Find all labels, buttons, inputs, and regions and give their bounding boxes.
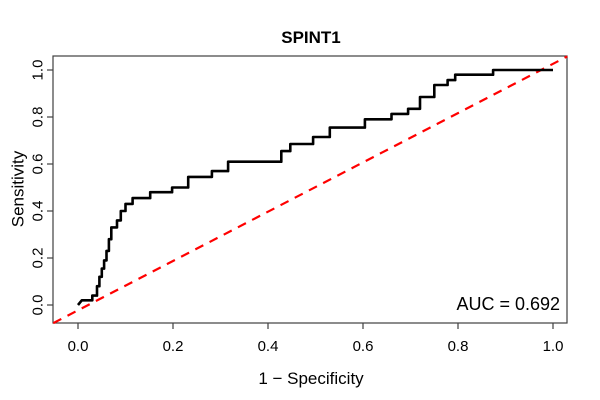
x-tick-label: 0.6 bbox=[353, 338, 374, 355]
x-tick-label: 0.0 bbox=[68, 338, 89, 355]
x-tick-label: 0.8 bbox=[448, 338, 469, 355]
plot-generated-layer: 0.0 0.2 0.4 0.6 0.8 1.0 0.0 0.2 0.4 0.6 0.8 1.0 bbox=[30, 55, 568, 355]
y-axis-label: Sensitivity bbox=[9, 150, 28, 227]
plot-frame bbox=[52, 55, 568, 324]
y-tick-label: 1.0 bbox=[30, 60, 47, 81]
y-tick-label: 0.6 bbox=[30, 154, 47, 175]
chance-diagonal-line bbox=[52, 55, 568, 325]
plot-title: SPINT1 bbox=[281, 28, 341, 47]
x-tick-label: 0.4 bbox=[258, 338, 279, 355]
y-tick-label: 0.2 bbox=[30, 248, 47, 269]
x-tick-label: 0.2 bbox=[163, 338, 184, 355]
y-tick-label: 0.4 bbox=[30, 201, 47, 222]
x-axis-label: 1 − Specificity bbox=[258, 369, 364, 388]
auc-annotation: AUC = 0.692 bbox=[456, 294, 560, 314]
y-tick-label: 0.0 bbox=[30, 295, 47, 316]
x-tick-label: 1.0 bbox=[543, 338, 564, 355]
y-tick-label: 0.8 bbox=[30, 107, 47, 128]
roc-curve-line bbox=[76, 68, 553, 306]
